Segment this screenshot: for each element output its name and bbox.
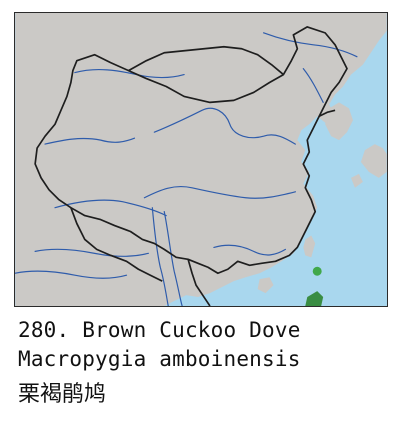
river-amur xyxy=(262,32,358,58)
river-salween xyxy=(151,207,169,306)
japan-island xyxy=(360,144,387,178)
river-tibet xyxy=(54,199,167,217)
korea-border xyxy=(318,109,336,118)
river-mekong xyxy=(163,211,183,306)
china-border xyxy=(34,26,348,275)
mongolia-border xyxy=(128,45,284,76)
borders xyxy=(34,26,348,306)
river-tarim xyxy=(44,137,136,145)
river-ganges xyxy=(15,270,128,279)
species-chinese-name: 栗褐鹃鸠 xyxy=(18,382,107,407)
map-svg xyxy=(15,13,387,306)
river-northeast xyxy=(302,68,324,103)
indochina-border xyxy=(187,259,211,306)
river-pearl xyxy=(213,244,287,256)
japan-island-small xyxy=(350,173,363,188)
river-yangtze xyxy=(143,185,296,199)
species-number-and-english-name: 280. Brown Cuckoo Dove xyxy=(18,318,301,342)
india-border xyxy=(70,207,163,282)
species-scientific-name: Macropygia amboinensis xyxy=(18,347,301,371)
occurrence-region-luzon xyxy=(305,291,324,306)
taiwan-island xyxy=(303,235,316,258)
mainland-landmass xyxy=(15,13,387,306)
river-yellow xyxy=(153,107,296,145)
occurrence-point xyxy=(312,266,322,276)
river-brahmaputra xyxy=(34,248,149,257)
distribution-map xyxy=(14,12,388,307)
